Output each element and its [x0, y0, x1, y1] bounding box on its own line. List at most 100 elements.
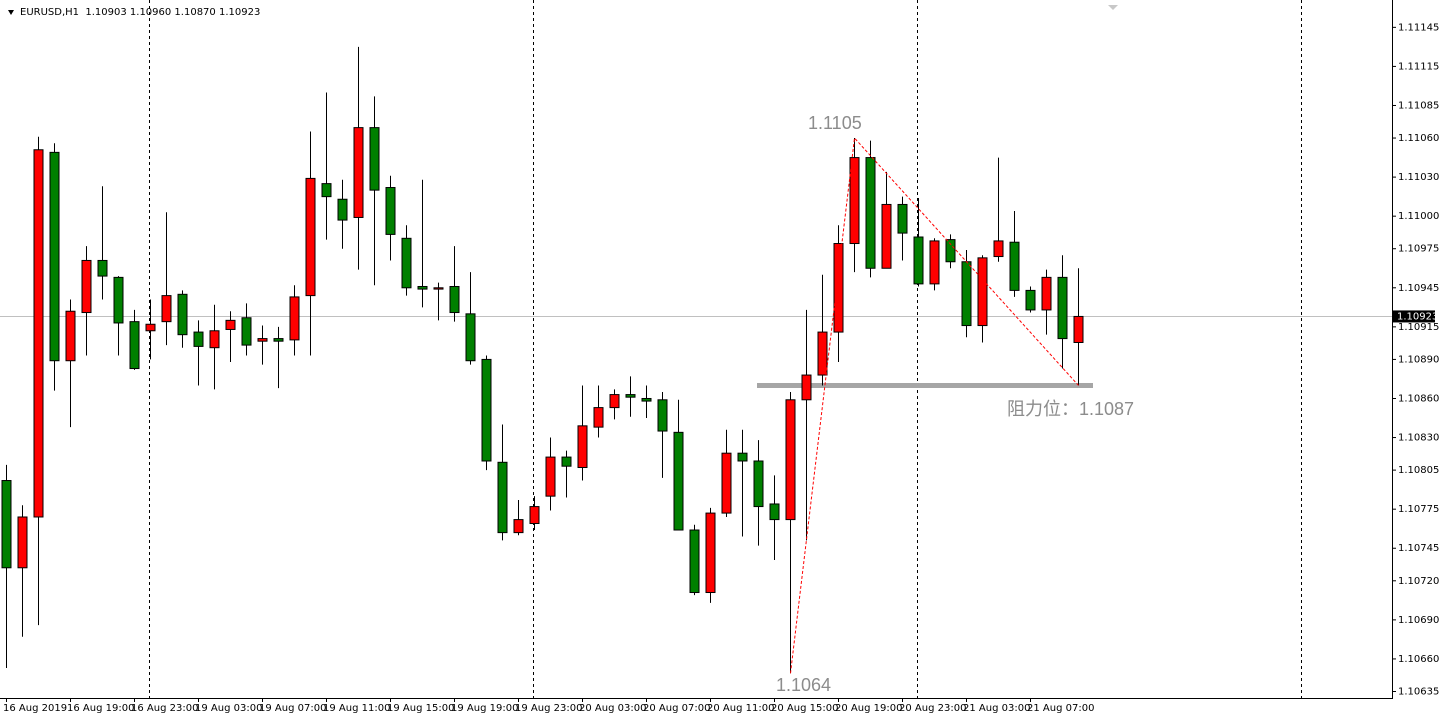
candle-body: [673, 431, 684, 531]
x-tick-label: 19 Aug 03:00: [195, 703, 262, 714]
y-tick-label: 1.10720: [1398, 576, 1439, 587]
candle-body: [401, 237, 412, 289]
candle-body: [449, 285, 460, 314]
candle-body: [1025, 289, 1036, 311]
candle-body: [289, 296, 300, 341]
candle-body: [97, 259, 108, 277]
candle-body: [817, 331, 828, 376]
y-tick-label: 1.10890: [1398, 354, 1439, 365]
y-tick-label: 1.10830: [1398, 433, 1439, 444]
candle-body: [529, 506, 540, 524]
y-tick-label: 1.11060: [1398, 133, 1439, 144]
y-tick-label: 1.10945: [1398, 283, 1439, 294]
candle-body: [625, 394, 636, 398]
y-tick-label: 1.10635: [1398, 686, 1439, 697]
candle-body: [145, 323, 156, 332]
candle-body: [433, 287, 444, 290]
x-tick-label: 19 Aug 11:00: [323, 703, 390, 714]
candle-body: [193, 331, 204, 347]
x-tick-label: 20 Aug 23:00: [899, 703, 966, 714]
y-tick-label: 1.10860: [1398, 393, 1439, 404]
candle-body: [1, 480, 12, 569]
candle-body: [769, 503, 780, 521]
candle-body: [593, 407, 604, 428]
x-tick-label: 20 Aug 07:00: [643, 703, 710, 714]
y-tick-label: 1.10975: [1398, 244, 1439, 255]
candle-body: [369, 127, 380, 191]
y-tick-label: 1.11000: [1398, 211, 1439, 222]
x-tick-label: 16 Aug 23:00: [131, 703, 198, 714]
last-price-label: 1.10923: [1397, 311, 1438, 322]
high-annotation: 1.1105: [808, 113, 862, 133]
candle-body: [1073, 315, 1084, 343]
candle-body: [129, 321, 140, 370]
y-tick-label: 1.11115: [1398, 61, 1439, 72]
candle-body: [545, 456, 556, 497]
candle-body: [913, 236, 924, 285]
candle-body: [721, 452, 732, 514]
candle-body: [113, 276, 124, 324]
y-tick-label: 1.11145: [1398, 22, 1439, 33]
header: EURUSD,H1 1.10903 1.10960 1.10870 1.1092…: [20, 7, 260, 18]
period-separators: [149, 0, 1302, 698]
candle-body: [833, 243, 844, 333]
candle-body: [321, 183, 332, 198]
low-annotation: 1.1064: [776, 675, 831, 695]
resistance-annotation: 阻力位：1.1087: [1007, 399, 1134, 419]
y-tick-label: 1.10775: [1398, 504, 1439, 515]
y-tick-label: 1.10690: [1398, 615, 1439, 626]
candle-body: [801, 374, 812, 401]
x-tick-label: 19 Aug 19:00: [451, 703, 518, 714]
candle-body: [225, 319, 236, 330]
candle-body: [257, 338, 268, 342]
candle-body: [305, 177, 316, 297]
menu-triangle[interactable]: [8, 10, 14, 15]
candle-body: [945, 239, 956, 263]
candle-body: [657, 399, 668, 432]
candle-body: [481, 358, 492, 462]
x-tick-label: 16 Aug 2019: [3, 703, 67, 714]
y-tick-label: 1.10805: [1398, 465, 1439, 476]
trend-line: [790, 136, 1079, 674]
candle-body: [337, 198, 348, 221]
candle-body: [417, 285, 428, 290]
x-tick-label: 20 Aug 15:00: [771, 703, 838, 714]
x-tick-label: 20 Aug 03:00: [579, 703, 646, 714]
candle-body: [1009, 241, 1020, 291]
candle-body: [161, 295, 172, 323]
y-tick-label: 1.10745: [1398, 543, 1439, 554]
shift-marker: [1108, 5, 1118, 10]
candle-body: [17, 516, 28, 569]
candle-body: [465, 313, 476, 362]
candle-body: [705, 512, 716, 594]
x-tick-label: 21 Aug 07:00: [1027, 703, 1094, 714]
candle-body: [33, 149, 44, 518]
candle-body: [977, 257, 988, 327]
candle-body: [209, 330, 220, 349]
y-tick-label: 1.11030: [1398, 172, 1439, 183]
x-tick-label: 19 Aug 23:00: [515, 703, 582, 714]
candle-body: [177, 293, 188, 336]
candle-body: [65, 310, 76, 362]
candle-body: [385, 187, 396, 235]
candle-body: [881, 203, 892, 269]
y-tick-label: 1.10915: [1398, 322, 1439, 333]
candle-body: [929, 240, 940, 285]
last-price-box: [1393, 310, 1435, 323]
x-tick-label: 20 Aug 19:00: [835, 703, 902, 714]
candle-body: [737, 452, 748, 462]
x-tick-label: 19 Aug 15:00: [387, 703, 454, 714]
candle-body: [241, 317, 252, 346]
candle-body: [689, 529, 700, 594]
candle-body: [897, 203, 908, 234]
candle-body: [785, 399, 796, 521]
candle-body: [865, 157, 876, 269]
candle-body: [561, 456, 572, 467]
x-tick-label: 16 Aug 19:00: [67, 703, 134, 714]
y-tick-label: 1.10660: [1398, 654, 1439, 665]
y-tick-label: 1.11085: [1398, 100, 1439, 111]
candle-body: [81, 259, 92, 314]
candle-body: [353, 127, 364, 218]
